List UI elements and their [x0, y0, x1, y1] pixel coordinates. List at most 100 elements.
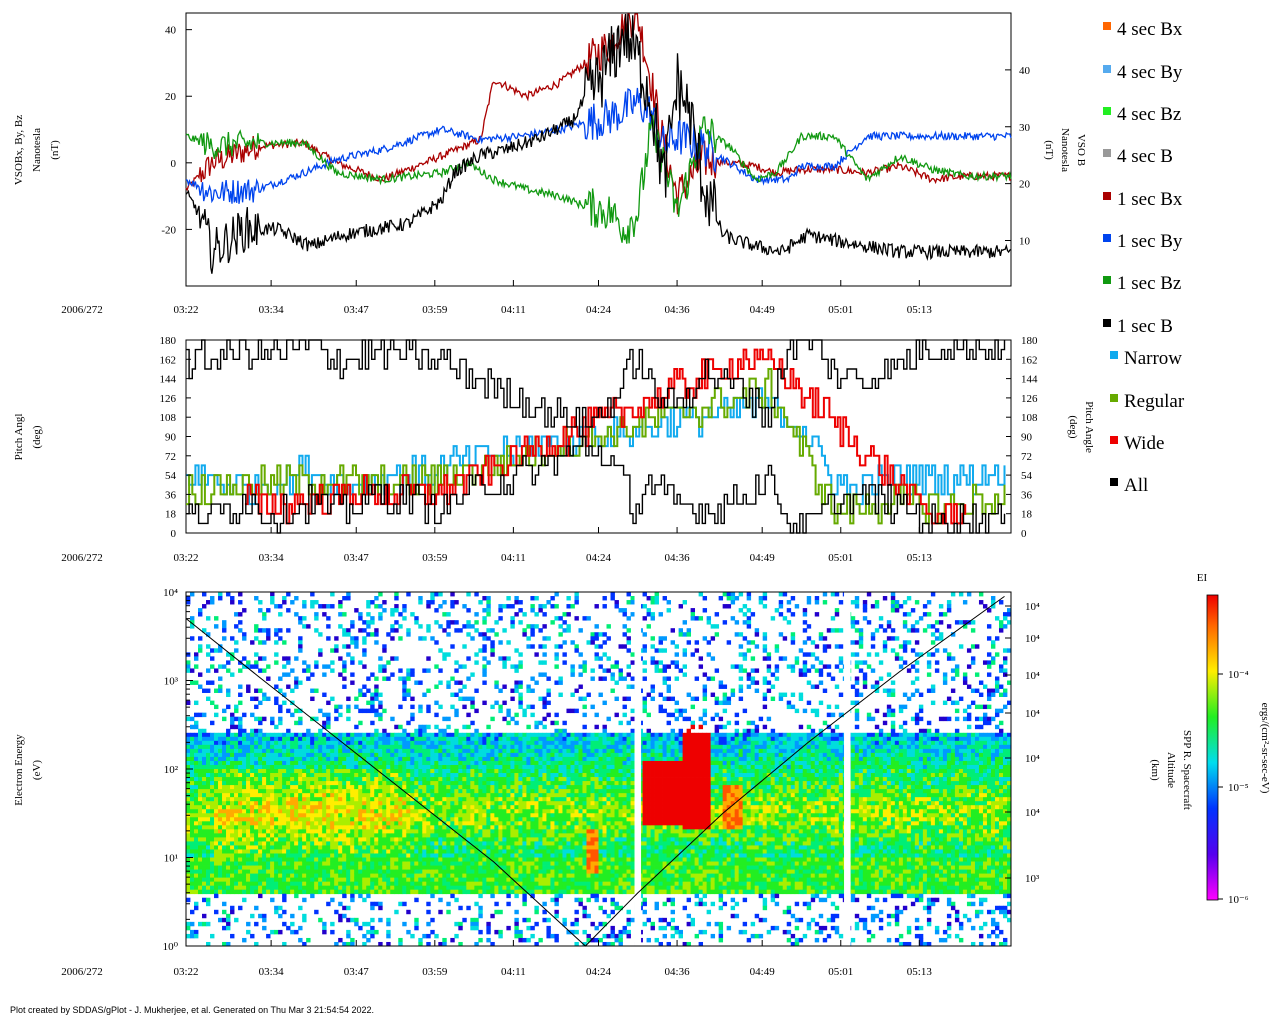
spectrogram-cell [314, 793, 319, 798]
spectrogram-cell [414, 785, 419, 790]
spectrogram-cell [454, 921, 459, 927]
spectrogram-cell [302, 773, 307, 778]
spectrogram-cell [194, 781, 199, 786]
spectrogram-cell [546, 740, 551, 746]
spectrogram-cell [242, 793, 247, 798]
spectrogram-cell [226, 845, 231, 850]
spectrogram-cell [566, 732, 571, 738]
spectrogram-cell [302, 616, 307, 621]
spectrogram-cell [230, 909, 235, 915]
spectrogram-cell [498, 777, 503, 782]
spectrogram-cell [210, 664, 215, 669]
spectrogram-cell [286, 764, 291, 770]
spectrogram-cell [254, 801, 259, 806]
spectrogram-cell [478, 841, 483, 846]
spectrogram-cell [250, 769, 255, 774]
spectrogram-cell [354, 837, 359, 842]
spectrogram-cell [298, 873, 303, 879]
spectrogram-cell [258, 720, 263, 726]
spectrogram-cell [406, 865, 411, 870]
spectrogram-cell [242, 877, 247, 883]
spectrogram-cell [282, 805, 287, 810]
spectrogram-cell [502, 861, 507, 866]
spectrogram-cell [210, 793, 215, 798]
spectrogram-cell [454, 801, 459, 806]
spectrogram-cell [522, 777, 527, 782]
spectrogram-cell [366, 700, 371, 706]
spectrogram-cell [286, 592, 291, 597]
spectrogram-cell [346, 877, 351, 883]
spectrogram-cell [266, 777, 271, 782]
spectrogram-cell [542, 732, 547, 738]
spectrogram-cell [362, 773, 367, 778]
spectrogram-cell [434, 821, 439, 826]
spectrogram-cell [346, 857, 351, 862]
spectrogram-cell [354, 809, 359, 814]
spectrogram-cell [310, 672, 315, 677]
spectrogram-cell [522, 781, 527, 786]
spectrogram-cell [350, 680, 355, 685]
spectrogram-cell [258, 873, 263, 879]
spectrogram-cell [310, 764, 315, 770]
spectrogram-cell [450, 760, 455, 766]
spectrogram-cell [470, 825, 475, 830]
spectrogram-cell [346, 652, 351, 657]
pitch-ytick-right-label: 72 [1021, 451, 1032, 463]
spectrogram-cell [294, 825, 299, 830]
spectrogram-cell [386, 809, 391, 814]
spectrogram-cell [498, 732, 503, 738]
spectrogram-cell [302, 841, 307, 846]
spectrogram-cell [274, 764, 279, 770]
spectrogram-cell [454, 849, 459, 854]
spectrogram-cell [418, 624, 423, 629]
spectrogram-cell [230, 781, 235, 786]
spectrogram-cell [526, 744, 531, 750]
spectrogram-cell [194, 929, 199, 935]
spectrogram-cell [230, 793, 235, 798]
spectrogram-cell [406, 592, 411, 597]
spectrogram-cell [270, 716, 275, 722]
spectrogram-cell [354, 917, 359, 923]
spectrogram-cell [234, 889, 239, 895]
spectrogram-cell [286, 781, 291, 786]
spectrogram-cell [442, 937, 447, 943]
spectrogram-cell [550, 769, 555, 774]
spectrogram-cell [326, 724, 331, 730]
spectrogram-cell [434, 933, 439, 939]
spectrogram-cell [430, 845, 435, 850]
spectrogram-cell [238, 781, 243, 786]
spectrogram-cell [334, 877, 339, 883]
spectrogram-cell [226, 817, 231, 822]
spectrogram-cell [246, 849, 251, 854]
spectrogram-cell [354, 841, 359, 846]
spectrogram-cell [518, 929, 523, 935]
spectrogram-cell [290, 764, 295, 770]
spectrogram-cell [334, 813, 339, 818]
spectrogram-cell [514, 680, 519, 685]
spectrogram-cell [322, 821, 327, 826]
spectrogram-cell [446, 744, 451, 750]
spectrogram-cell [346, 797, 351, 802]
spectrogram-cell [370, 708, 375, 714]
spectrogram-cell [286, 849, 291, 854]
spectrogram-cell [522, 801, 527, 806]
spectrogram-cell [458, 849, 463, 854]
spectrogram-cell [238, 805, 243, 810]
spectrogram-cell [522, 849, 527, 854]
spectrogram-cell [510, 849, 515, 854]
spectrogram-cell [250, 841, 255, 846]
spectrogram-cell [474, 841, 479, 846]
spectrogram-cell [302, 756, 307, 762]
spectrogram-cell [546, 712, 551, 718]
spectrogram-cell [558, 877, 563, 883]
spectrogram-cell [350, 785, 355, 790]
spectrogram-cell [522, 773, 527, 778]
spectrogram-cell [438, 756, 443, 762]
spectrogram-cell [398, 740, 403, 746]
spectrogram-cell [222, 845, 227, 850]
spectrogram-cell [546, 793, 551, 798]
spectrogram-cell [442, 817, 447, 822]
spectrogram-cell [418, 756, 423, 762]
spectrogram-cell [454, 817, 459, 822]
spectrogram-cell [474, 941, 479, 947]
